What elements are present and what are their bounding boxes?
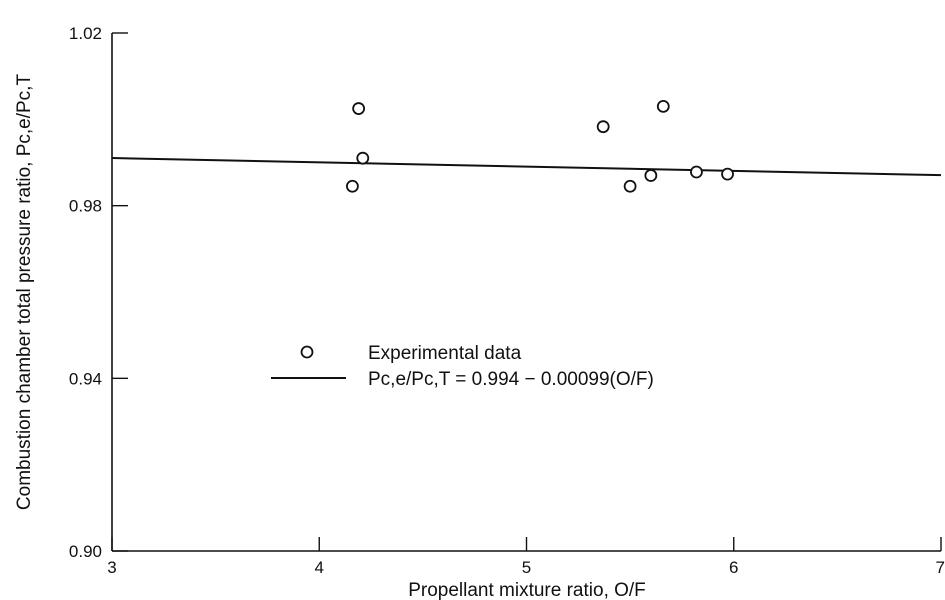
x-tick-label: 4 xyxy=(315,558,324,577)
data-point xyxy=(656,99,670,113)
y-tick-label: 0.98 xyxy=(69,197,102,216)
y-axis-label: Combustion chamber total pressure ratio,… xyxy=(14,74,35,511)
y-tick-label: 1.02 xyxy=(69,24,102,43)
data-point xyxy=(356,151,370,165)
data-point xyxy=(644,169,658,182)
data-point xyxy=(596,120,610,134)
x-axis-ticks: 3 4 5 6 7 xyxy=(107,537,945,577)
y-tick-label: 0.94 xyxy=(69,369,102,388)
data-point xyxy=(352,102,366,115)
data-points xyxy=(346,99,734,193)
x-tick-label: 7 xyxy=(936,558,945,577)
legend-label-fit-line: Pc,e/Pc,T = 0.994 − 0.00099(O/F) xyxy=(368,369,654,390)
legend-label-experimental: Experimental data xyxy=(368,343,522,364)
legend-marker-experimental xyxy=(300,345,314,359)
data-point xyxy=(721,167,734,181)
x-tick-label: 3 xyxy=(107,558,116,577)
data-point xyxy=(623,179,637,193)
x-axis-label: Propellant mixture ratio, O/F xyxy=(408,580,646,600)
data-point xyxy=(690,165,703,179)
x-tick-label: 6 xyxy=(729,558,738,577)
y-tick-label: 0.90 xyxy=(69,542,102,561)
data-point xyxy=(346,179,359,193)
x-tick-label: 5 xyxy=(522,558,531,577)
fit-line xyxy=(111,157,942,177)
legend: Experimental data Pc,e/Pc,T = 0.994 − 0.… xyxy=(271,343,654,390)
y-axis-ticks: 0.90 0.94 0.98 1.02 xyxy=(69,24,128,561)
